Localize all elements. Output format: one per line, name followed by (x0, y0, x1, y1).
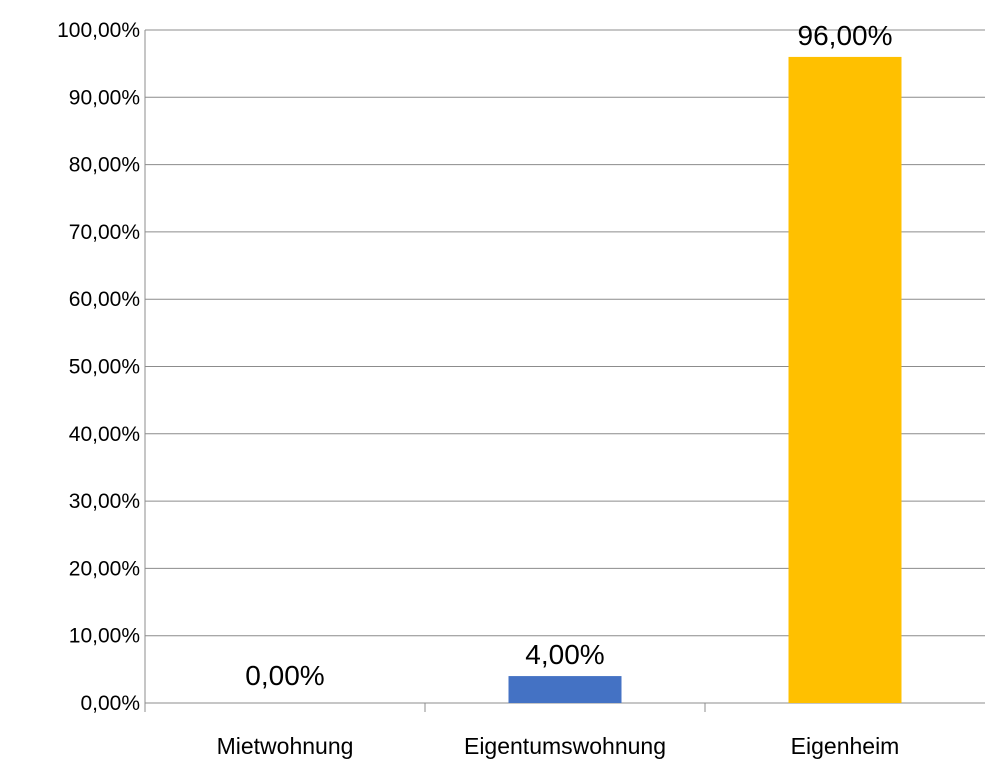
y-tick-label: 40,00% (69, 423, 140, 446)
data-label: 4,00% (525, 639, 604, 670)
y-tick-label: 80,00% (69, 154, 140, 177)
x-axis (144, 30, 706, 712)
bar-eigenheim (788, 56, 902, 704)
y-tick-label: 90,00% (69, 86, 140, 109)
y-tick-label: 10,00% (69, 625, 140, 648)
x-axis-category-labels: Mietwohnung Eigentumswohnung Eigenheim (217, 733, 900, 759)
y-tick-label: 0,00% (80, 692, 140, 715)
x-category-label: Eigentumswohnung (464, 733, 666, 759)
y-tick-label: 30,00% (69, 490, 140, 513)
y-tick-label: 100,00% (57, 19, 140, 42)
data-labels: 0,00% 4,00% 96,00% (245, 20, 892, 691)
y-tick-label: 70,00% (69, 221, 140, 244)
data-label: 0,00% (245, 660, 324, 691)
bar-eigentumswohnung (508, 676, 622, 703)
y-tick-label: 20,00% (69, 557, 140, 580)
data-label: 96,00% (798, 20, 893, 51)
y-axis-tick-labels: 0,00% 10,00% 20,00% 30,00% 40,00% 50,00% 60,00… (57, 19, 140, 715)
x-category-label: Mietwohnung (217, 733, 354, 759)
x-category-label: Eigenheim (791, 733, 900, 759)
bars (508, 56, 902, 704)
y-tick-label: 50,00% (69, 356, 140, 379)
y-tick-label: 60,00% (69, 288, 140, 311)
